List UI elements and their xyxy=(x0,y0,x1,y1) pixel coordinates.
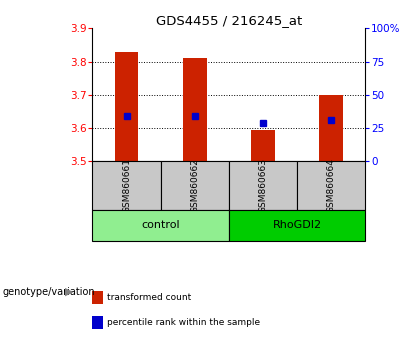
Text: control: control xyxy=(142,220,180,230)
Text: RhoGDI2: RhoGDI2 xyxy=(273,220,322,230)
Text: GSM860661: GSM860661 xyxy=(122,158,131,213)
Text: genotype/variation: genotype/variation xyxy=(2,287,95,297)
Text: percentile rank within the sample: percentile rank within the sample xyxy=(107,318,260,327)
Title: GDS4455 / 216245_at: GDS4455 / 216245_at xyxy=(156,14,302,27)
Bar xyxy=(92,161,161,210)
Bar xyxy=(229,161,297,210)
Bar xyxy=(297,161,365,210)
Bar xyxy=(161,161,229,210)
Text: GSM860662: GSM860662 xyxy=(190,158,199,213)
Bar xyxy=(319,95,343,161)
Bar xyxy=(115,52,139,161)
Bar xyxy=(251,130,275,161)
Text: ▶: ▶ xyxy=(65,287,73,297)
Bar xyxy=(229,210,365,241)
Text: transformed count: transformed count xyxy=(107,293,192,302)
Text: GSM860663: GSM860663 xyxy=(259,158,268,213)
Bar xyxy=(183,58,207,161)
Text: GSM860664: GSM860664 xyxy=(327,158,336,213)
Bar xyxy=(92,210,229,241)
